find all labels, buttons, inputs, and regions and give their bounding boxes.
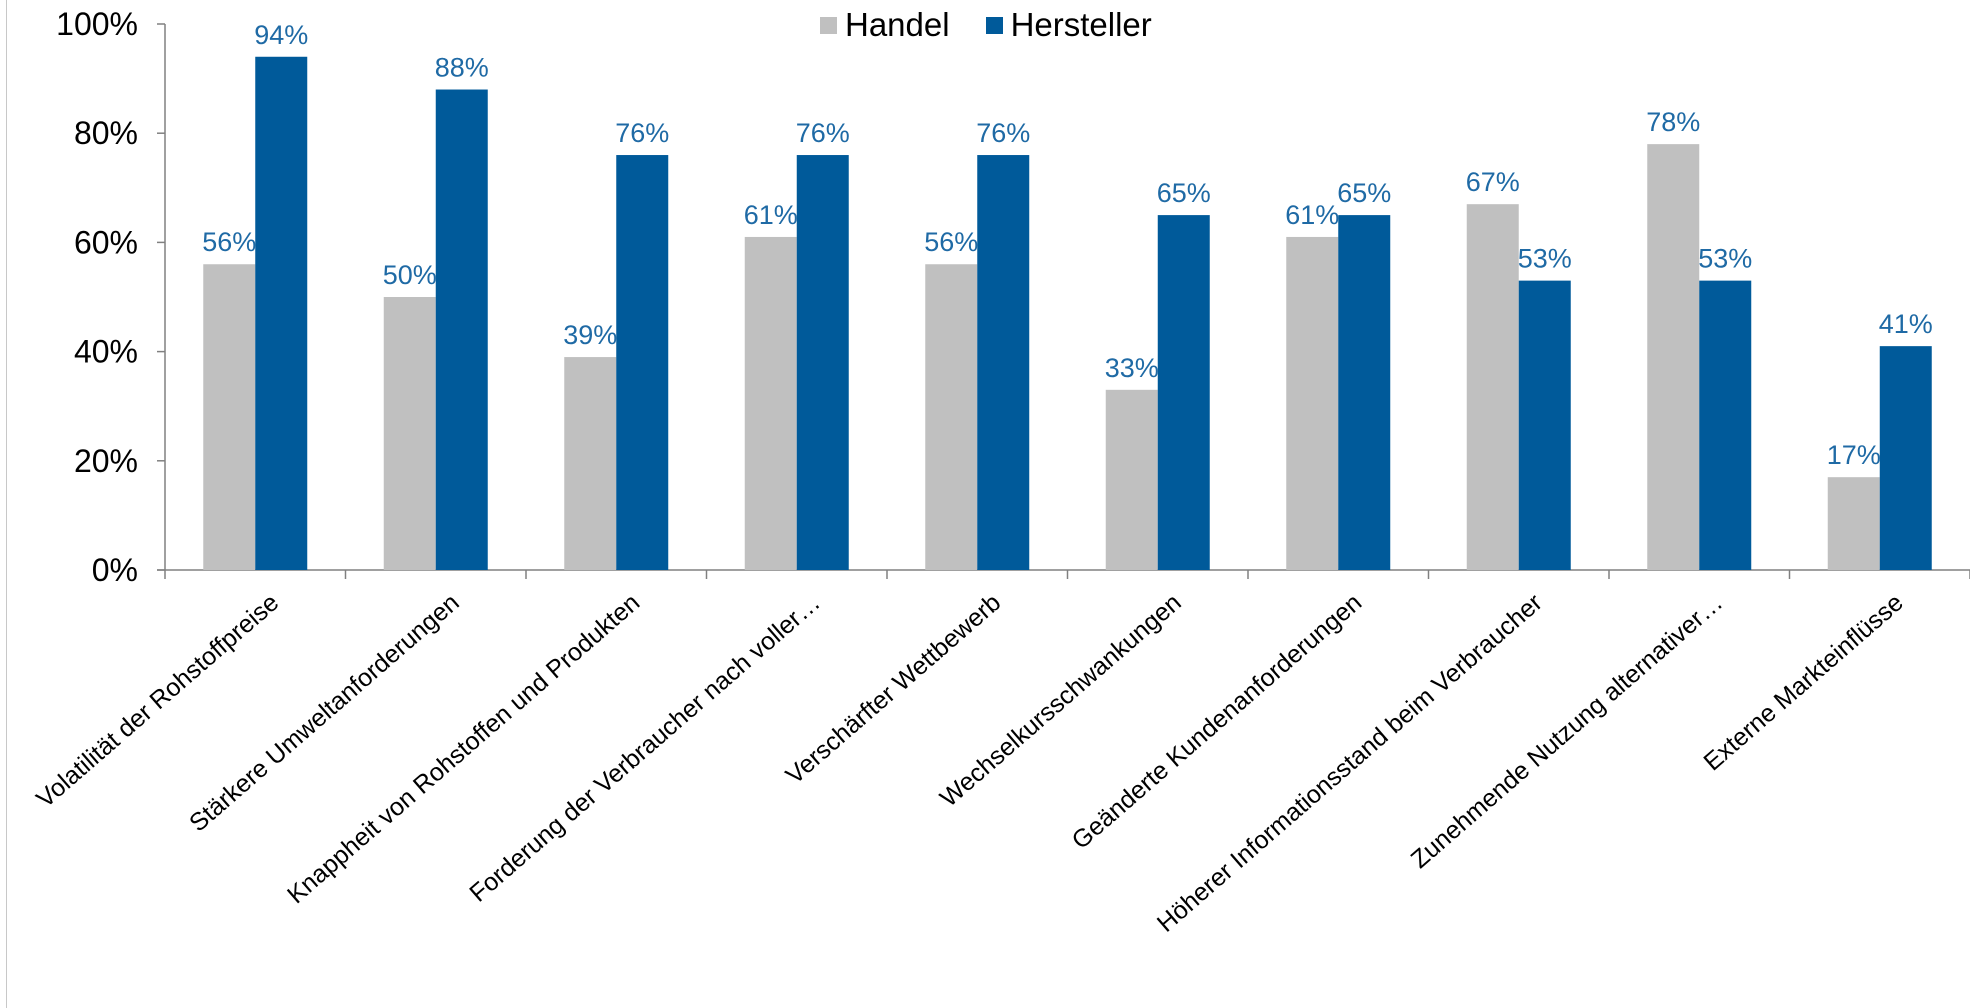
data-label-hersteller: 76% [615, 118, 669, 148]
legend-item-hersteller: Hersteller [985, 6, 1152, 44]
left-border [6, 0, 7, 1008]
bar-handel [1286, 236, 1339, 570]
data-label-hersteller: 76% [796, 118, 850, 148]
data-label-handel: 78% [1646, 107, 1700, 137]
bar-hersteller [435, 89, 488, 571]
bar-hersteller [1518, 280, 1571, 570]
bar-hersteller [255, 56, 308, 570]
bar-handel [383, 297, 436, 570]
bar-handel [1827, 477, 1880, 570]
data-label-hersteller: 53% [1518, 244, 1572, 274]
y-tick-label: 80% [74, 115, 138, 151]
category-label: Externe Markteinflüsse [1698, 588, 1908, 776]
data-label-handel: 56% [202, 227, 256, 257]
data-label-hersteller: 65% [1337, 178, 1391, 208]
legend-swatch-hersteller [985, 16, 1003, 34]
bar-hersteller [1699, 280, 1752, 570]
y-tick-label: 40% [74, 334, 138, 370]
bar-hersteller [796, 155, 849, 571]
category-label: Forderung der Verbraucher nach voller… [464, 588, 825, 907]
category-label: Geänderte Kundenanforderungen [1067, 588, 1368, 854]
legend-swatch-handel [820, 16, 837, 34]
y-tick-label: 20% [74, 443, 138, 479]
bar-handel [1647, 144, 1700, 570]
bar-hersteller [977, 155, 1030, 571]
bar-handel [203, 264, 256, 570]
bar-handel [1466, 204, 1519, 570]
y-tick-label: 60% [74, 224, 138, 260]
bar-handel [925, 264, 978, 570]
data-label-hersteller: 94% [254, 20, 308, 50]
bar-handel [1105, 389, 1158, 570]
bar-hersteller [1879, 346, 1932, 570]
y-tick-label: 100% [56, 6, 138, 42]
data-label-handel: 61% [744, 200, 798, 230]
bar-handel [744, 236, 797, 570]
data-label-hersteller: 53% [1698, 244, 1752, 274]
data-label-handel: 50% [383, 260, 437, 290]
legend-label-hersteller: Hersteller [1010, 6, 1152, 43]
data-label-hersteller: 76% [976, 118, 1030, 148]
category-label: Zunehmende Nutzung alternativer… [1406, 588, 1729, 874]
data-label-handel: 17% [1827, 440, 1881, 470]
bar-handel [564, 357, 617, 570]
category-label: Knappheit von Rohstoffen und Produkten [282, 588, 645, 909]
legend: Handel Hersteller [820, 6, 1188, 44]
legend-item-handel: Handel [820, 6, 950, 44]
data-label-hersteller: 41% [1879, 309, 1933, 339]
data-label-handel: 39% [563, 320, 617, 350]
legend-label-handel: Handel [845, 6, 950, 43]
data-label-handel: 61% [1285, 200, 1339, 230]
bar-hersteller [1338, 215, 1391, 570]
category-label: Höherer Informationsstand beim Verbrauch… [1152, 588, 1548, 937]
data-label-handel: 56% [924, 227, 978, 257]
bar-hersteller [616, 155, 669, 571]
data-label-handel: 67% [1466, 167, 1520, 197]
data-label-hersteller: 88% [435, 53, 489, 83]
data-label-handel: 33% [1105, 353, 1159, 383]
bar-hersteller [1157, 215, 1210, 570]
data-label-hersteller: 65% [1157, 178, 1211, 208]
y-tick-label: 0% [92, 552, 138, 588]
